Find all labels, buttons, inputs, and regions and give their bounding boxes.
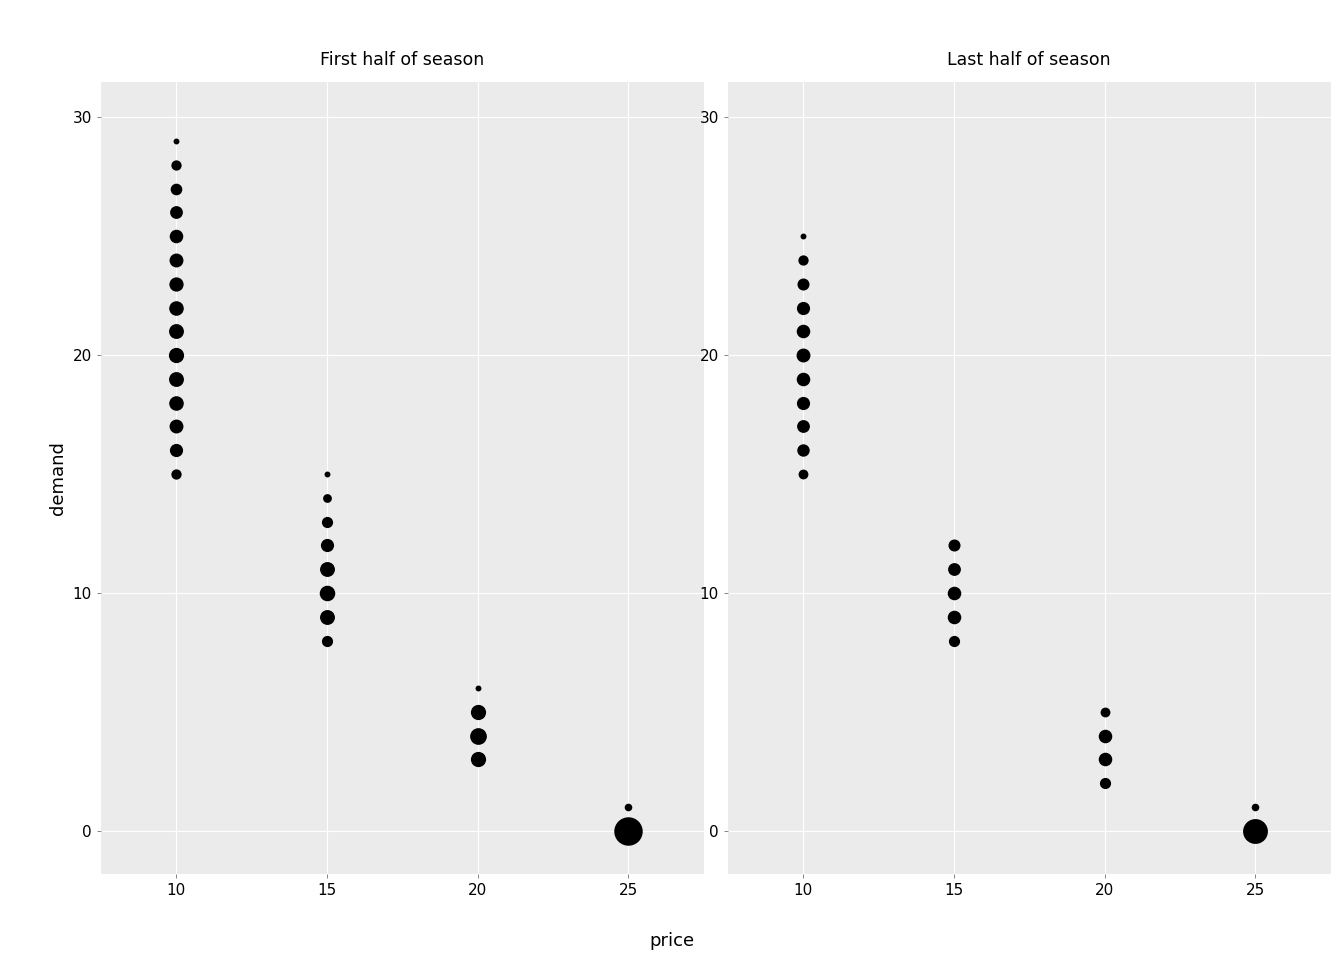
Point: [1245, 823, 1266, 838]
Point: [316, 514, 337, 529]
Point: [316, 467, 337, 482]
Point: [165, 157, 187, 173]
Point: [1094, 776, 1116, 791]
Point: [793, 228, 814, 244]
Point: [943, 538, 965, 553]
Text: Last half of season: Last half of season: [948, 51, 1111, 69]
Point: [466, 752, 488, 767]
Point: [466, 705, 488, 720]
Point: [165, 276, 187, 292]
Point: [1094, 728, 1116, 743]
Point: [793, 395, 814, 410]
Text: price: price: [649, 932, 695, 949]
Point: [793, 252, 814, 268]
Point: [793, 467, 814, 482]
Point: [1094, 705, 1116, 720]
Point: [165, 372, 187, 387]
Point: [165, 443, 187, 458]
Point: [316, 562, 337, 577]
Point: [316, 586, 337, 601]
Point: [793, 300, 814, 315]
Point: [165, 180, 187, 196]
Point: [316, 491, 337, 506]
Point: [466, 728, 488, 743]
Point: [165, 300, 187, 315]
Point: [793, 372, 814, 387]
Y-axis label: demand: demand: [48, 441, 67, 515]
Point: [316, 609, 337, 624]
Point: [617, 800, 638, 815]
Point: [165, 467, 187, 482]
Point: [165, 228, 187, 244]
Point: [165, 324, 187, 339]
Point: [943, 586, 965, 601]
Point: [165, 395, 187, 410]
Point: [165, 419, 187, 434]
Point: [943, 609, 965, 624]
Point: [793, 419, 814, 434]
Point: [165, 348, 187, 363]
Text: First half of season: First half of season: [320, 51, 484, 69]
Point: [165, 252, 187, 268]
Point: [316, 633, 337, 648]
Point: [793, 276, 814, 292]
Point: [316, 538, 337, 553]
Point: [793, 324, 814, 339]
Point: [943, 633, 965, 648]
Point: [165, 204, 187, 220]
Point: [793, 348, 814, 363]
Point: [793, 443, 814, 458]
Point: [617, 823, 638, 838]
Point: [1245, 800, 1266, 815]
Point: [943, 562, 965, 577]
Point: [1094, 752, 1116, 767]
Point: [466, 681, 488, 696]
Point: [165, 133, 187, 149]
